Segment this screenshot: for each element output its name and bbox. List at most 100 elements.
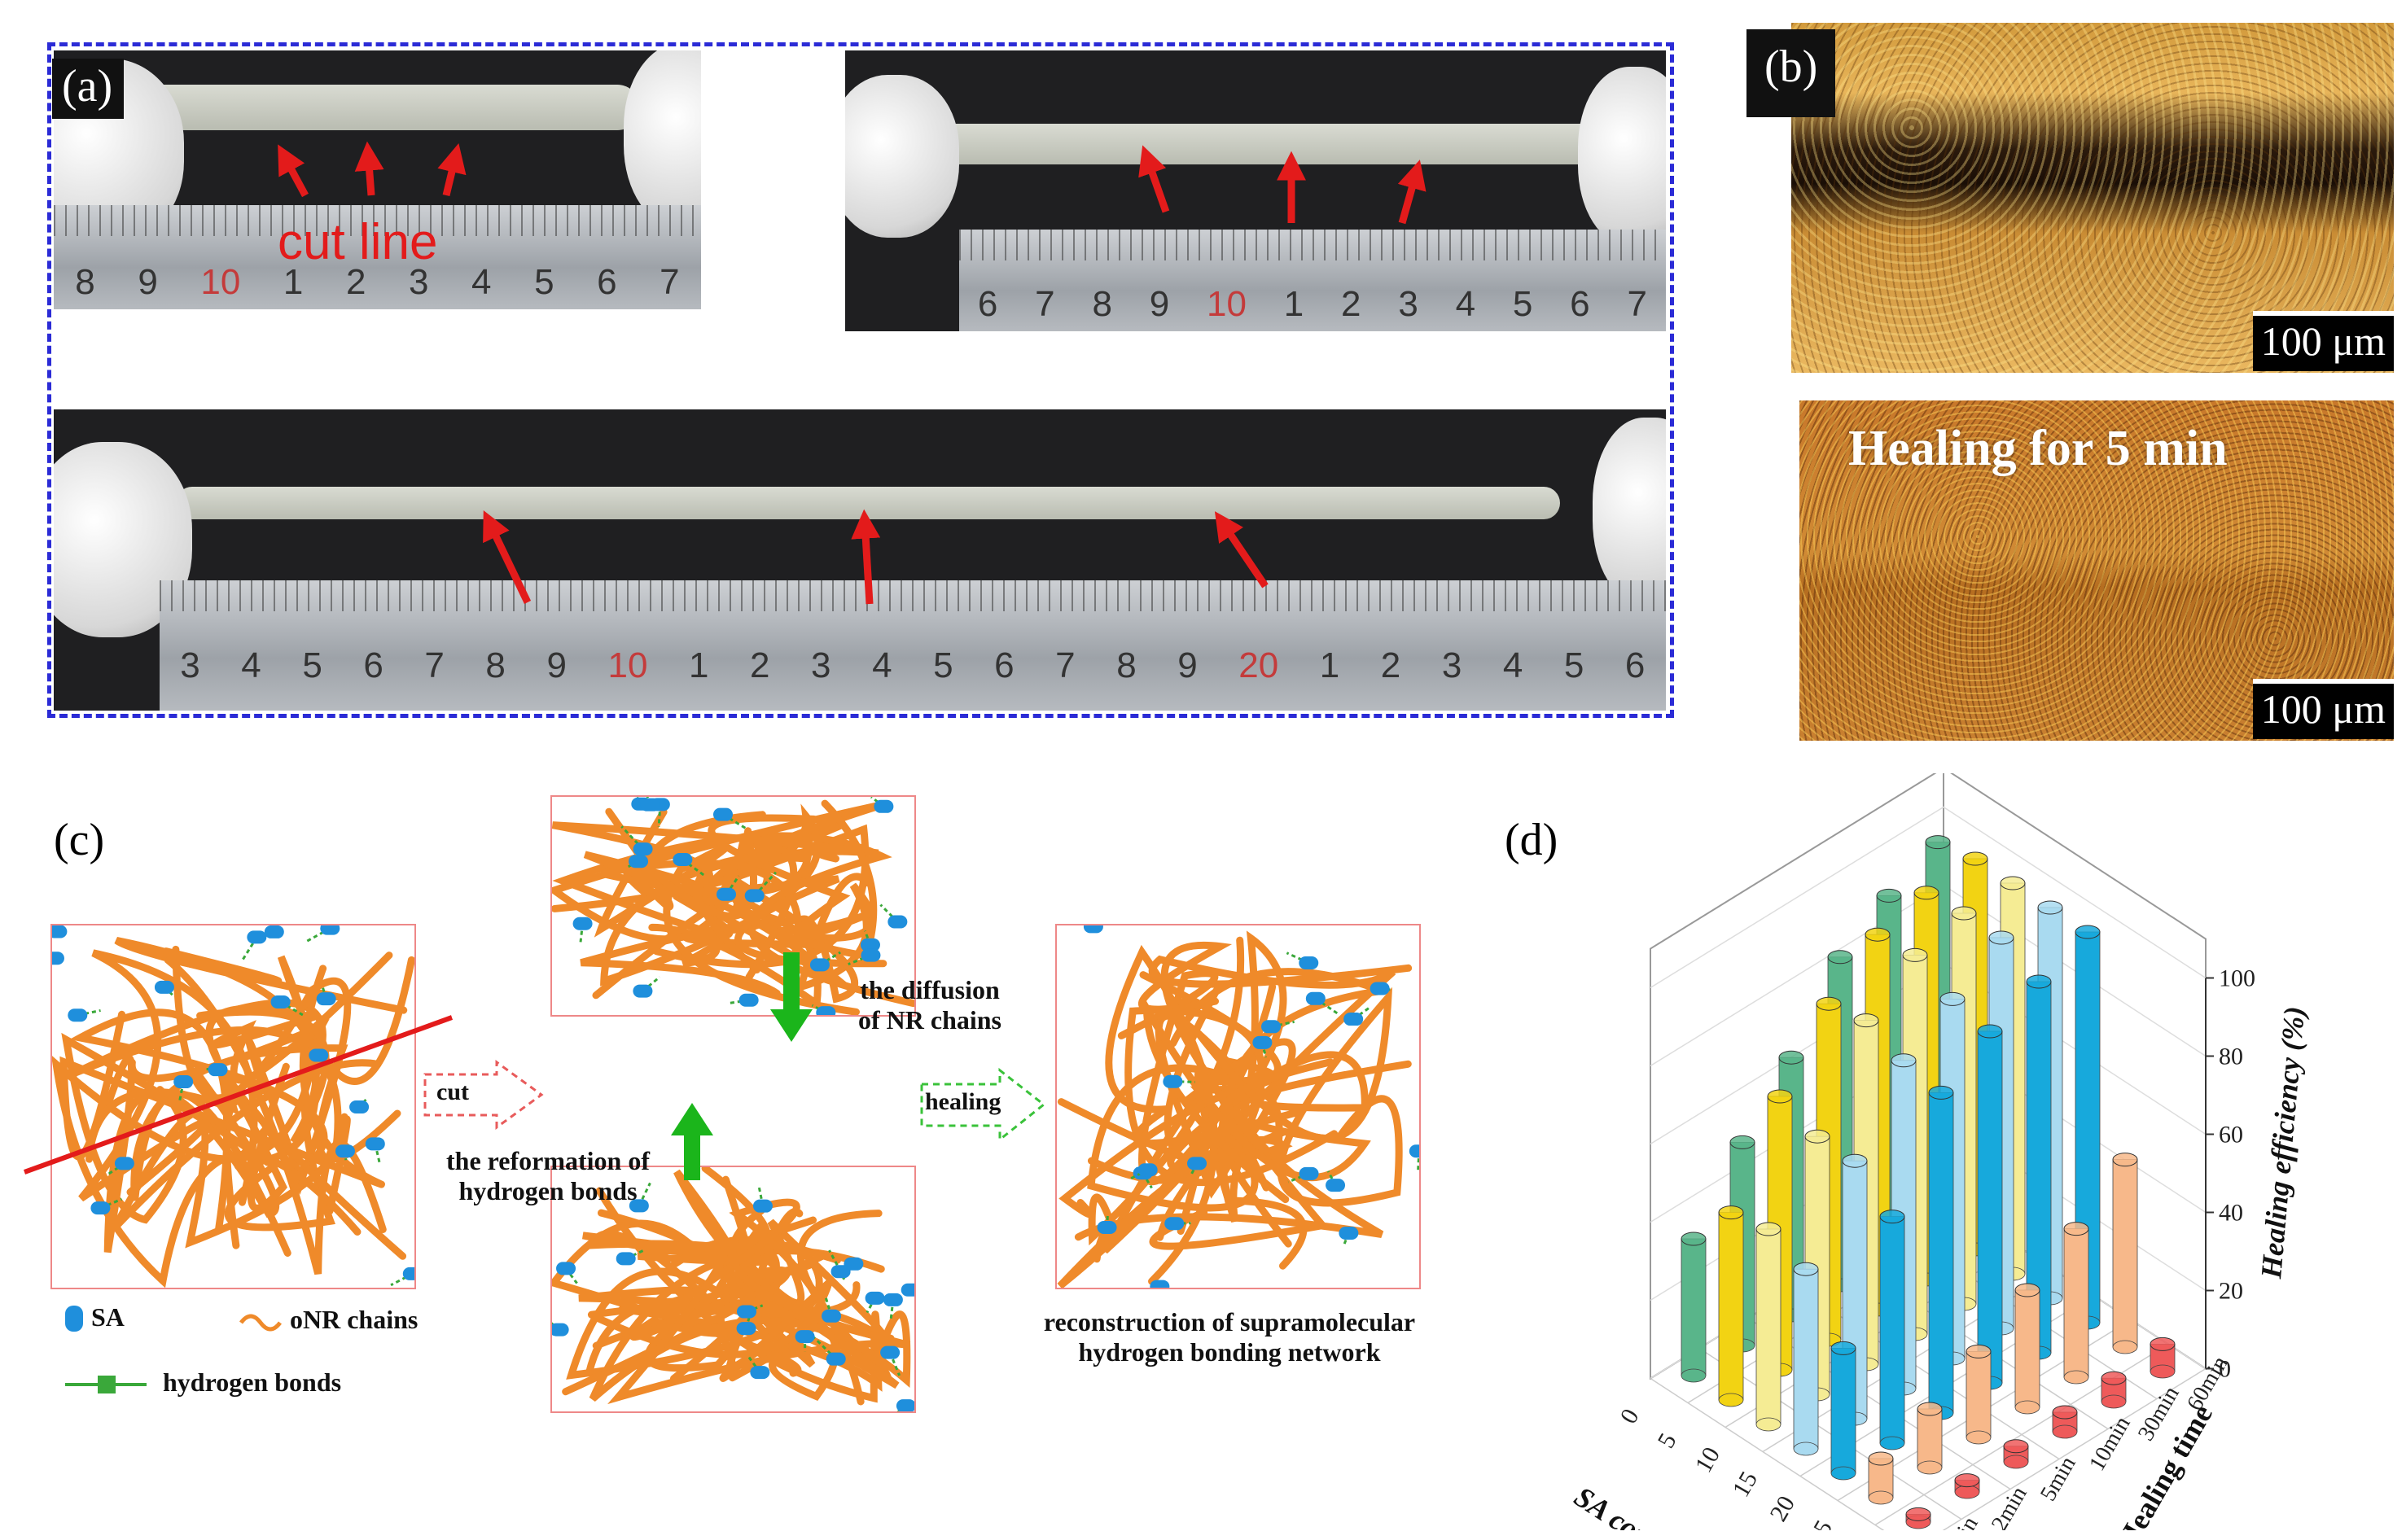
sa-molecule [1343, 1013, 1364, 1026]
sa-molecule [1305, 991, 1326, 1005]
bar [1793, 1268, 1819, 1450]
sa-molecule [309, 1048, 329, 1062]
x-axis-title: SA content (phr) [1569, 1480, 1755, 1530]
bar-top [1962, 851, 1988, 866]
bar-top [1902, 947, 1928, 962]
ruler-number: 10 [607, 645, 648, 685]
legend-hbond: hydrogen bonds [163, 1367, 342, 1397]
ruler-number: 4 [1502, 645, 1523, 685]
grid-line [1650, 806, 2207, 989]
hydrogen-bond [753, 871, 777, 897]
sa-molecule [572, 917, 593, 930]
arrow-icon [1214, 511, 1269, 588]
bar-top [2000, 876, 2026, 890]
sa-molecule [365, 1137, 385, 1151]
bar [1917, 1408, 1943, 1468]
sa-molecule [335, 1144, 355, 1158]
sa-molecule [830, 1265, 851, 1279]
ruler-number: 2 [1380, 645, 1401, 685]
sa-molecule [270, 995, 291, 1008]
ruler-number: 3 [811, 645, 831, 685]
panel-label-b: (b) [1746, 29, 1836, 117]
network-cut-top [550, 795, 916, 1017]
y-tick-label: 10min [2084, 1412, 2136, 1475]
bar-base [2112, 1340, 2138, 1354]
ruler-number: 9 [1149, 284, 1170, 324]
sa-molecule [52, 952, 64, 965]
sa-molecule [673, 852, 693, 866]
cut-line-label: cut line [278, 214, 438, 270]
sa-icon [65, 1306, 83, 1332]
up-arrow-icon [671, 1103, 713, 1180]
sa-molecule [402, 1267, 414, 1280]
sa-molecule [795, 1330, 815, 1344]
ruler-number: 6 [1624, 645, 1646, 685]
process-arrows [423, 952, 1046, 1180]
ruler-number: 2 [345, 262, 366, 302]
chain-segment [52, 1043, 362, 1288]
arrow-icon [437, 142, 467, 197]
specimen-strip [119, 85, 640, 130]
ruler-number: 3 [1398, 284, 1418, 324]
ruler-number: 7 [1035, 284, 1055, 324]
cut-line [23, 1015, 454, 1175]
sa-molecule [208, 1063, 228, 1077]
hydrogen-bond [240, 936, 258, 962]
down-arrow-icon [770, 952, 813, 1042]
ruler-number: 5 [1563, 645, 1584, 685]
sa-molecule [1137, 1163, 1158, 1177]
sa-molecule [883, 1293, 903, 1306]
ruler-number: 1 [283, 262, 304, 302]
bar [1718, 1212, 1744, 1401]
ruler-number: 9 [546, 645, 567, 685]
network-cut-bottom [550, 1166, 916, 1413]
chain-segment [681, 873, 859, 1004]
hydrogen-bond [305, 927, 331, 943]
bar-top [1951, 906, 1977, 921]
chain-segment [1105, 944, 1301, 1285]
ruler-number: 3 [408, 262, 429, 302]
chain-segment [600, 853, 813, 974]
photo-cut-specimen: 8 9 10 1 2 3 4 5 6 7 cut line [54, 50, 701, 309]
x-tick-label: 20 [1764, 1491, 1800, 1525]
bar-top [1876, 888, 1902, 903]
bar-top [2037, 900, 2063, 915]
bar [1977, 1030, 2003, 1384]
sa-molecule [68, 1008, 88, 1022]
arrow-icon [354, 141, 384, 196]
x-tick-label: 15 [1727, 1467, 1763, 1501]
sa-molecule [887, 915, 908, 929]
bar-base [1681, 1368, 1707, 1383]
sa-molecule [750, 1366, 770, 1380]
ruler-number: 6 [597, 262, 617, 302]
healing-efficiency-chart: 0510152025301min2min5min10min30min60min0… [1569, 773, 2311, 1530]
bar-top [1954, 1473, 1980, 1488]
chain-segment [594, 808, 860, 1015]
z-tick-label: 0 [2219, 1356, 2231, 1383]
sa-molecule [349, 1100, 370, 1113]
ruler-number: 4 [241, 645, 261, 685]
bar [1966, 1351, 1992, 1438]
ruler-number: 7 [424, 645, 445, 685]
z-tick-label: 40 [2219, 1200, 2243, 1227]
bar-top [1925, 835, 1951, 850]
chain-segment [640, 811, 887, 968]
hydrogen-bond [1314, 997, 1339, 1015]
bar-base [1718, 1393, 1744, 1407]
bar-top [2075, 925, 2101, 939]
y-tick-label: 1min [1938, 1512, 1983, 1530]
bar-top [1767, 1089, 1793, 1104]
ruler-number: 5 [534, 262, 554, 302]
bar [2112, 1159, 2138, 1348]
sa-molecule [1097, 1220, 1117, 1234]
ruler-number: 2 [750, 645, 770, 685]
ruler-top-right: 6 7 8 9 10 1 2 3 4 5 6 7 [959, 230, 1666, 331]
sa-molecule [744, 889, 765, 903]
sa-molecule [896, 1399, 914, 1411]
bar-top [1804, 1129, 1830, 1144]
bar-base [2014, 1400, 2040, 1415]
arrow-icon [483, 510, 532, 604]
bar-base [2003, 1455, 2029, 1469]
bar-top [1977, 1024, 2003, 1039]
reformation-text: the reformation of hydrogen bonds [446, 1146, 650, 1205]
